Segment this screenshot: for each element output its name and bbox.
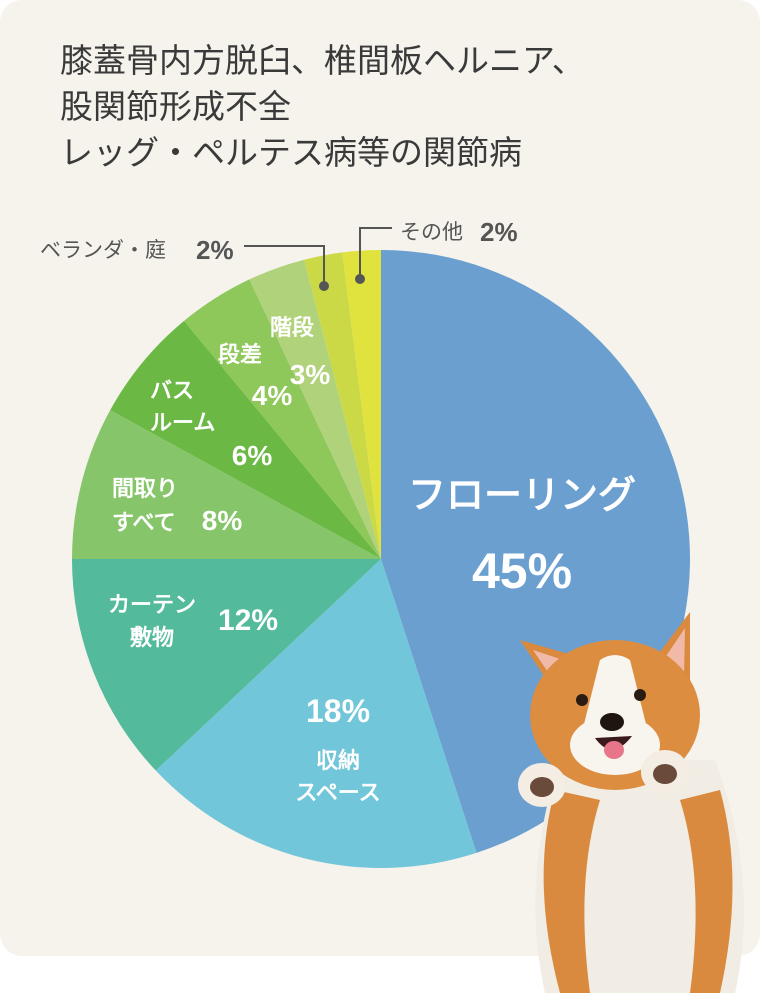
- slice-label-bath: ルーム: [150, 411, 215, 436]
- slice-pct-step: 4%: [252, 380, 293, 411]
- slice-label-other: その他: [400, 220, 463, 244]
- slice-label-storage: スペース: [295, 781, 380, 806]
- slice-pct-curtain: 12%: [218, 604, 278, 637]
- slice-label-curtain: カーテン: [108, 593, 196, 618]
- slice-pct-storage: 18%: [306, 693, 370, 729]
- chart-title: 膝蓋骨内方脱臼、椎間板ヘルニア、 股関節形成不全 レッグ・ペルテス病等の関節病: [60, 38, 585, 176]
- leader-line-other: [359, 227, 392, 278]
- pie-slice-8: [342, 250, 381, 559]
- slice-label-bath: バス: [150, 379, 194, 404]
- pie-slice-7: [304, 252, 381, 559]
- slice-pct-other: 2%: [480, 217, 518, 247]
- slice-label-madori: 間取り: [112, 477, 178, 502]
- slice-pct-madori: 8%: [202, 505, 243, 536]
- slice-label-curtain: 敷物: [130, 625, 174, 651]
- title-line: 膝蓋骨内方脱臼、椎間板ヘルニア、: [60, 41, 585, 80]
- pie-slice-3: [72, 410, 381, 559]
- slice-label-flooring: フローリング: [408, 473, 636, 517]
- slice-label-storage: 収納: [316, 748, 360, 774]
- pie-slice-5: [184, 279, 381, 559]
- slice-pct-bath: 6%: [232, 440, 273, 471]
- slice-label-stairs: 階段: [270, 315, 314, 341]
- pie-slice-4: [110, 320, 381, 559]
- title-line: 股関節形成不全: [60, 87, 291, 126]
- leader-line-veranda: [244, 245, 325, 285]
- slice-label-madori: すべて: [112, 511, 176, 536]
- leader-dot-veranda: [319, 281, 329, 291]
- pie-slice-2: [72, 559, 381, 771]
- pie-slice-1: [155, 559, 477, 868]
- slice-label-veranda: ベランダ・庭: [40, 238, 166, 262]
- slice-pct-stairs: 3%: [290, 359, 331, 390]
- corgi-dog-image: [518, 612, 744, 993]
- title-line: レッグ・ペルテス病等の関節病: [60, 133, 522, 172]
- leader-dot-other: [355, 274, 365, 284]
- slice-label-step: 段差: [218, 342, 262, 368]
- slice-pct-flooring: 45%: [472, 543, 572, 599]
- pie-slice-6: [249, 259, 381, 559]
- slice-pct-veranda: 2%: [196, 235, 234, 265]
